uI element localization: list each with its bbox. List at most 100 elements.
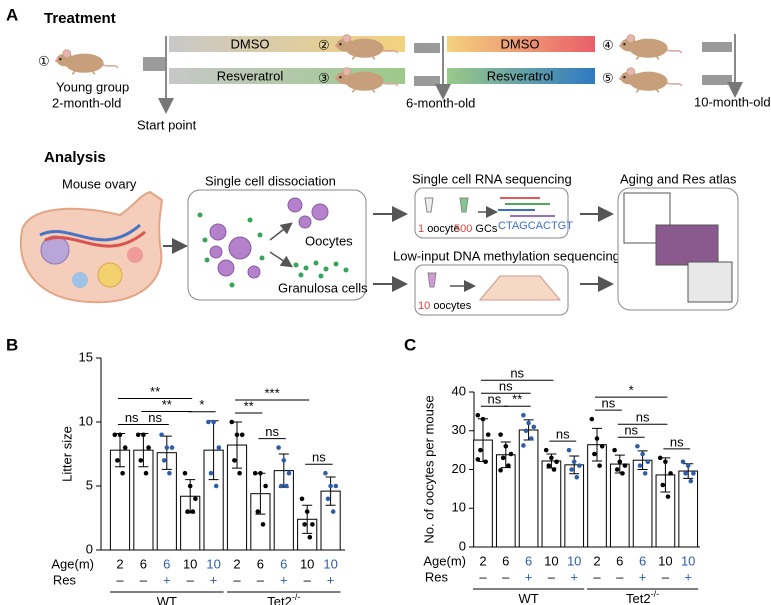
sample-label: 1 oocyte (418, 223, 460, 235)
group-label: WT (518, 591, 538, 605)
data-point (307, 534, 313, 540)
mouse-icon (618, 33, 682, 61)
data-point (483, 459, 488, 465)
data-point (239, 432, 245, 438)
arm-label: Resveratrol (487, 68, 554, 83)
res-label: – (257, 572, 265, 587)
start-label: Start point (137, 117, 197, 132)
section-title: Analysis (44, 149, 106, 166)
data-point (193, 496, 198, 502)
data-point (554, 459, 559, 465)
age-label: 2 (116, 556, 123, 571)
data-point (668, 471, 673, 476)
age-label: 10 (300, 556, 314, 571)
data-point (141, 432, 146, 438)
res-label: – (616, 569, 624, 584)
group-label: WT (157, 594, 177, 605)
data-point (278, 483, 284, 489)
group-superscript: -/- (651, 589, 660, 599)
y-tick-label: 20 (452, 461, 466, 476)
age-label: 10 (323, 556, 337, 571)
data-point (691, 471, 696, 476)
data-point (164, 445, 170, 450)
panel-label: A (6, 5, 18, 24)
age-label: 10 (544, 553, 558, 568)
data-point (286, 470, 292, 476)
row-label: Res (425, 569, 449, 584)
group-number: ① (38, 53, 50, 68)
data-point (574, 474, 580, 480)
data-point (597, 463, 602, 468)
age-label: 2 (479, 553, 486, 568)
data-point (614, 467, 620, 472)
data-point (252, 470, 258, 476)
data-point (122, 445, 128, 450)
data-point (620, 471, 625, 476)
age-label: 10 (567, 553, 581, 568)
ovary-illustration (19, 190, 164, 304)
panel-label: B (6, 335, 18, 354)
data-point (255, 509, 261, 514)
step-label: Aging and Res atlas (620, 171, 737, 186)
data-point (645, 459, 651, 465)
significance-label: ** (150, 384, 160, 399)
age-label: 10 (206, 556, 220, 571)
data-point (146, 445, 151, 450)
age-label: 10 (681, 553, 695, 568)
bar-segment (414, 76, 440, 86)
significance-label: ns (488, 392, 502, 407)
data-point (617, 459, 623, 465)
group-name: WT (157, 594, 177, 605)
panel-label: C (404, 335, 416, 354)
significance-label: ns (602, 396, 616, 411)
data-point (302, 522, 307, 527)
mouse-icon (54, 48, 118, 76)
bar-segment (702, 42, 732, 52)
y-tick-label: 10 (452, 500, 466, 515)
error-bar (325, 476, 336, 506)
arm-label: Resveratrol (217, 68, 284, 83)
y-tick-label: 10 (79, 413, 93, 428)
significance-label: ns (148, 410, 162, 425)
significance-label: ** (512, 392, 522, 407)
data-point (503, 443, 509, 449)
data-point (281, 458, 287, 463)
data-point (182, 470, 188, 476)
bar (564, 464, 585, 548)
step-label: Low-input DNA methylation sequencing (393, 248, 620, 263)
significance-label: ns (312, 450, 326, 465)
vessel (39, 223, 141, 242)
data-point (663, 459, 668, 465)
data-point (328, 483, 333, 489)
group-superscript: -/- (292, 592, 301, 602)
data-point (112, 432, 118, 438)
significance-label: ns (636, 410, 650, 425)
read-lines (498, 197, 555, 217)
data-point (211, 419, 216, 425)
data-point (528, 436, 534, 441)
bar-segment (702, 75, 732, 85)
y-tick-label: 15 (79, 349, 93, 364)
sequence-label: CTAGCACTGT (498, 220, 573, 232)
res-label: – (502, 569, 510, 584)
age-label: 6 (502, 553, 509, 568)
group-name: WT (518, 591, 538, 605)
data-point (521, 443, 526, 448)
data-point (330, 509, 336, 514)
significance-label: ns (125, 410, 139, 425)
data-point (325, 496, 331, 502)
data-point (508, 451, 514, 457)
significance-label: * (629, 383, 634, 398)
data-point (500, 455, 506, 461)
timepoint-label: 6-month-old (406, 95, 475, 110)
significance-label: ns (499, 379, 513, 394)
significance-label: ns (624, 423, 638, 438)
data-point (185, 509, 190, 514)
y-tick-label: 5 (86, 477, 93, 492)
data-point (485, 432, 491, 437)
res-label: + (280, 572, 288, 587)
atlas-thumbnail (687, 261, 733, 303)
data-point (304, 509, 310, 514)
age-label: 6 (616, 553, 623, 568)
group-number: ③ (318, 70, 330, 85)
